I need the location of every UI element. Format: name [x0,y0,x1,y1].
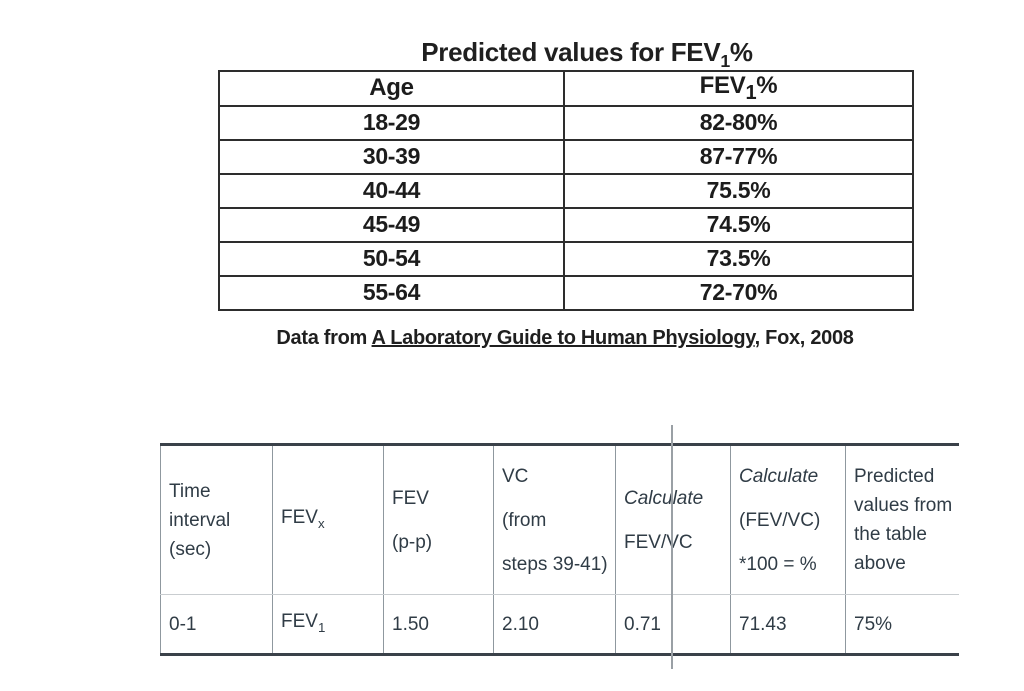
table-row: 45-49 74.5% [218,206,914,243]
predicted-value-cell: 75% [845,594,959,655]
fev-cell: 82-80% [563,104,914,141]
fev1pct-column-header: FEV1% [563,70,914,107]
header-line: steps 39-41) [502,553,608,575]
fev-cell: 74.5% [563,206,914,243]
header-line: (p-p) [392,531,433,553]
age-cell: 50-54 [218,240,565,277]
header-line: Time [169,480,211,502]
header-line: above [854,553,906,574]
caption-suffix: , Fox, 2008 [754,327,854,349]
header-calculate-percent: Calculate (FEV/VC) *100 = % [730,444,846,595]
figure-title-text: Predicted values for FEV [421,37,721,67]
table-row: 50-54 73.5% [218,240,914,277]
header-fev-x: FEVx [272,444,384,595]
vc-value-cell: 2.10 [493,594,616,655]
fev-x-text: FEV [281,506,318,528]
figure-title: Predicted values for FEV1% [240,37,934,72]
fev-value-cell: 1.50 [383,594,494,655]
figure-caption: Data from A Laboratory Guide to Human Ph… [218,327,912,350]
predicted-values-table: Age FEV1% 18-29 82-80% 30-39 87-77% 40-4… [218,70,914,311]
fev-cell: 87-77% [563,138,914,175]
header-line: values from [854,495,953,516]
figure-title-percent: % [729,37,753,67]
header-time-interval: Time interval (sec) [160,444,273,595]
fev-worksheet-table: Time interval (sec) FEVx FEV (p-p) VC (f… [160,443,959,656]
age-cell: 45-49 [218,206,565,243]
figure-title-subscript: 1 [720,51,730,72]
header-calculate-ratio: Calculate FEV/VC [615,444,731,595]
vertical-rule-line [671,425,673,669]
header-line: (sec) [169,538,212,560]
caption-prefix: Data from [276,327,372,349]
header-line: (FEV/VC) [739,509,821,531]
fev-cell: 73.5% [563,240,914,277]
header-vc: VC (from steps 39-41) [493,444,616,595]
percent-value-cell: 71.43 [730,594,846,655]
fev-cell: 72-70% [563,274,914,311]
header-predicted-values: Predicted values from the table above [845,444,959,595]
fev-label-cell: FEV1 [272,594,384,655]
fev-header-text: FEV [699,72,746,99]
table-row: 55-64 72-70% [218,274,914,311]
header-line: (from [502,509,547,531]
table-header-row: Age FEV1% [218,70,914,107]
fev-x-subscript: x [317,515,325,531]
table-row: 40-44 75.5% [218,172,914,209]
header-line: FEV [392,487,429,509]
header-line: FEV/VC [624,531,693,553]
header-line: *100 = % [739,553,817,575]
header-line-italic: Calculate [739,465,819,487]
header-fev-pp: FEV (p-p) [383,444,494,595]
age-column-header: Age [218,70,565,107]
ratio-value-cell: 0.71 [615,594,731,655]
worksheet-header-row: Time interval (sec) FEVx FEV (p-p) VC (f… [160,444,959,595]
time-interval-cell: 0-1 [160,594,273,655]
header-line: Predicted [854,466,935,487]
fev-header-subscript: 1 [745,81,757,104]
age-cell: 30-39 [218,138,565,175]
fev1-text: FEV [281,610,318,632]
fev-header-percent: % [756,72,778,99]
age-cell: 18-29 [218,104,565,141]
header-line: interval [169,509,231,531]
worksheet-data-row: 0-1 FEV1 1.50 2.10 0.71 71.43 75% [160,594,959,655]
header-line: the table [854,524,927,545]
fev-cell: 75.5% [563,172,914,209]
header-line: VC [502,465,529,487]
age-cell: 40-44 [218,172,565,209]
age-cell: 55-64 [218,274,565,311]
fev1-subscript: 1 [317,619,326,635]
caption-book-title: A Laboratory Guide to Human Physiology [371,327,755,349]
table-row: 18-29 82-80% [218,104,914,141]
header-line-italic: Calculate [624,487,704,509]
table-row: 30-39 87-77% [218,138,914,175]
